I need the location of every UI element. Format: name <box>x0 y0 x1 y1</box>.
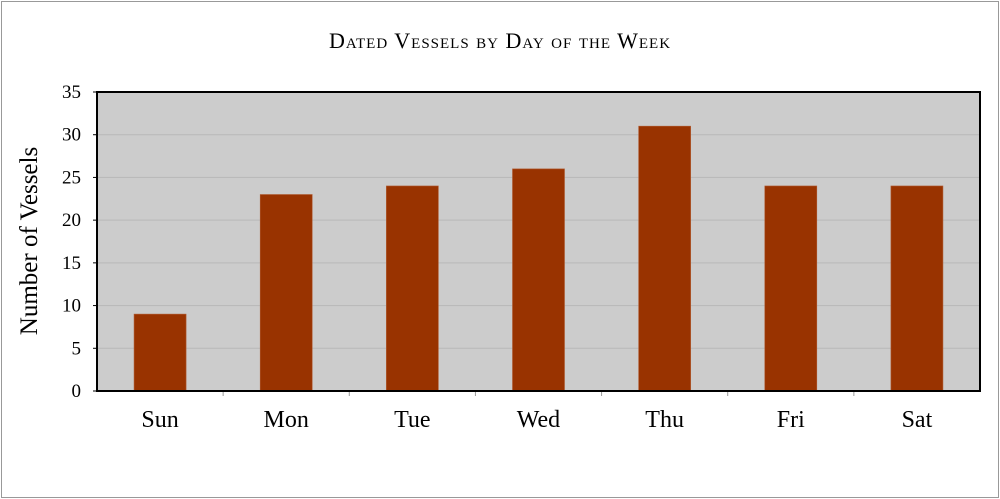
y-tick-label: 10 <box>62 296 81 317</box>
y-tick-label: 25 <box>62 167 81 188</box>
y-tick-label: 0 <box>72 381 82 402</box>
bar-mon <box>259 194 313 392</box>
x-tick-label: Tue <box>394 407 430 433</box>
y-tick-label: 5 <box>72 338 82 359</box>
x-tick-label: Thu <box>645 407 684 433</box>
bar-sun <box>133 313 187 392</box>
y-tick-label: 30 <box>62 125 81 146</box>
plot-border <box>96 91 981 392</box>
x-tick-label: Fri <box>777 407 805 433</box>
bar-fri <box>764 185 818 392</box>
bar-sat <box>890 185 944 392</box>
x-tick-label: Sat <box>902 407 933 433</box>
bar-thu <box>638 125 691 392</box>
y-tick-label: 20 <box>62 210 81 231</box>
bar-tue <box>386 185 439 392</box>
x-tick-label: Sun <box>141 407 178 433</box>
chart-title: Dated Vessels by Day of the Week <box>328 28 672 53</box>
x-tick-label: Wed <box>517 407 560 433</box>
y-tick-label: 15 <box>62 253 81 274</box>
bar-wed <box>512 168 565 392</box>
x-tick-label: Mon <box>264 407 309 433</box>
y-tick-label: 35 <box>62 82 81 103</box>
